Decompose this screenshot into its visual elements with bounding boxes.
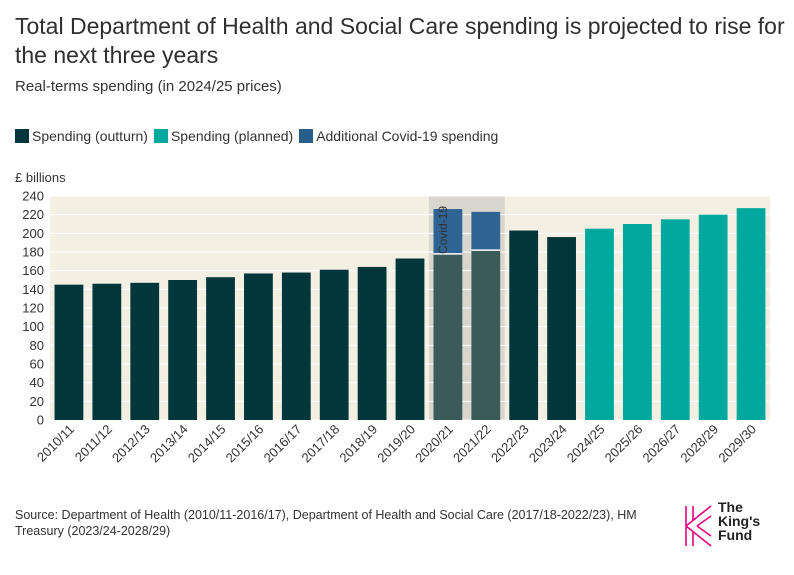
bar-outturn <box>471 250 501 420</box>
legend-label-planned: Spending (planned) <box>170 128 294 144</box>
legend-swatch-planned <box>153 129 168 143</box>
bar-outturn <box>54 284 84 420</box>
bar-outturn <box>395 258 425 420</box>
x-tick-label: 2016/17 <box>261 422 305 466</box>
legend-swatch-outturn <box>15 129 29 143</box>
x-tick-label: 2028/29 <box>677 422 721 466</box>
y-tick-label: 100 <box>22 319 44 334</box>
bar-outturn <box>547 237 576 420</box>
legend-label-covid: Additional Covid-19 spending <box>316 128 499 144</box>
x-tick-label: 2025/26 <box>602 422 646 466</box>
bar-planned <box>622 224 652 420</box>
bar-outturn <box>281 272 311 420</box>
legend-item-outturn: Spending (outturn) <box>15 128 148 144</box>
kings-fund-logo: The King's Fund <box>683 500 783 550</box>
x-tick-label: 2019/20 <box>374 422 418 466</box>
legend-label-outturn: Spending (outturn) <box>32 128 148 144</box>
kings-fund-logo-text: The King's Fund <box>718 500 760 542</box>
x-tick-label: 2029/30 <box>715 422 759 466</box>
bar-outturn <box>168 280 198 420</box>
x-tick-label: 2013/14 <box>147 422 191 466</box>
bar-outturn <box>319 269 349 420</box>
x-tick-label: 2023/24 <box>526 422 570 466</box>
bar-outturn <box>433 253 463 420</box>
bar-outturn <box>130 282 160 420</box>
bar-outturn <box>357 266 387 420</box>
logo-line-2: King's <box>718 513 761 529</box>
y-tick-label: 180 <box>22 245 44 260</box>
legend: Spending (outturn) Spending (planned) Ad… <box>15 128 504 144</box>
legend-item-covid: Additional Covid-19 spending <box>299 128 498 144</box>
y-tick-label: 60 <box>30 357 44 372</box>
x-tick-label: 2015/16 <box>223 422 267 466</box>
x-tick-label: 2014/15 <box>185 422 229 466</box>
y-tick-label: 240 <box>22 189 44 204</box>
bar-planned <box>585 228 614 420</box>
y-tick-label: 0 <box>37 413 44 428</box>
bar-planned <box>698 214 728 420</box>
logo-line-3: Fund <box>718 527 753 543</box>
chart-title: Total Department of Health and Social Ca… <box>15 13 785 68</box>
x-tick-label: 2012/13 <box>109 422 153 466</box>
x-tick-label: 2021/22 <box>450 422 494 466</box>
bar-outturn <box>509 230 539 420</box>
bar-outturn <box>206 277 235 420</box>
logo-line-1: The <box>718 499 743 515</box>
x-tick-label: 2011/12 <box>72 422 115 465</box>
bar-planned <box>660 219 690 420</box>
bar-outturn <box>92 283 122 420</box>
legend-item-planned: Spending (planned) <box>153 128 294 144</box>
x-tick-label: 2022/23 <box>488 422 532 466</box>
bar-planned <box>736 208 766 420</box>
y-tick-label: 120 <box>22 301 44 316</box>
x-tick-label: 2026/27 <box>640 422 684 466</box>
chart-subtitle: Real-terms spending (in 2024/25 prices) <box>15 78 282 95</box>
bar-outturn <box>244 273 273 420</box>
y-tick-label: 20 <box>30 394 44 409</box>
source-note: Source: Department of Health (2010/11-20… <box>15 508 637 538</box>
bar-covid-additional <box>433 209 463 254</box>
covid-annotation-label: Covid-19 <box>436 206 450 254</box>
y-tick-label: 200 <box>22 226 44 241</box>
x-tick-label: 2024/25 <box>564 422 608 466</box>
x-tick-label: 2018/19 <box>336 422 380 466</box>
y-tick-label: 140 <box>22 282 44 297</box>
bar-covid-additional <box>471 211 501 251</box>
legend-swatch-covid <box>299 129 314 143</box>
y-tick-label: 160 <box>22 263 44 278</box>
y-tick-label: 220 <box>22 207 44 222</box>
y-axis-label: £ billions <box>15 170 66 185</box>
y-tick-label: 80 <box>30 338 44 353</box>
bar-chart: 0 20 40 60 80 100 120 140 160 180 200 220 240 £ billi… <box>15 170 770 466</box>
x-tick-label: 2020/21 <box>412 422 456 466</box>
kings-fund-logo-icon <box>685 505 712 547</box>
x-tick-label: 2017/18 <box>298 422 342 466</box>
x-tick-label: 2010/11 <box>34 422 77 465</box>
y-tick-label: 40 <box>30 375 44 390</box>
